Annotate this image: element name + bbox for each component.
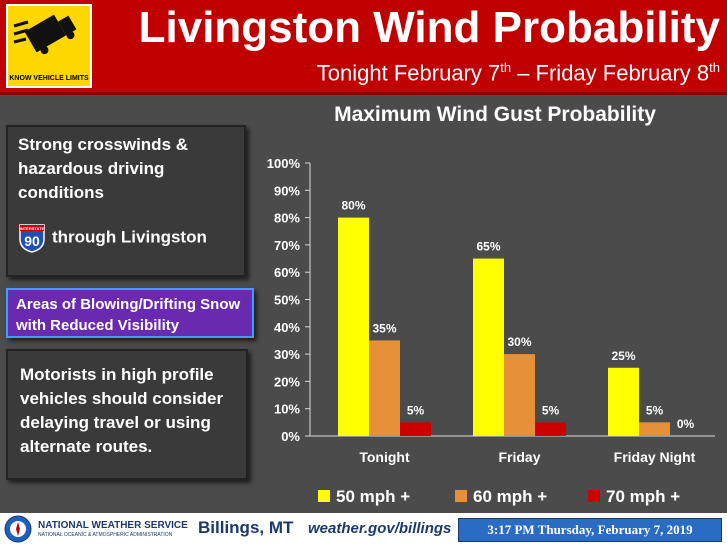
y-tick-label: 70% bbox=[274, 238, 300, 253]
y-tick-label: 50% bbox=[274, 293, 300, 308]
header-banner: KNOW VEHICLE LIMITS Livingston Wind Prob… bbox=[0, 0, 727, 95]
timestamp: 3:17 PM Thursday, February 7, 2019 bbox=[458, 518, 722, 542]
y-tick-label: 10% bbox=[274, 402, 300, 417]
blowing-snow-panel: Areas of Blowing/Drifting Snow with Redu… bbox=[6, 288, 254, 338]
bar-value-label: 0% bbox=[677, 417, 695, 431]
motorists-panel: Motorists in high profile vehicles shoul… bbox=[6, 349, 248, 480]
page-subtitle: Tonight February 7th – Friday February 8… bbox=[100, 54, 720, 87]
category-label: Tonight bbox=[359, 449, 410, 465]
subtitle-start: Tonight February 7 bbox=[316, 60, 501, 86]
nws-logo-icon bbox=[4, 515, 32, 543]
bar-value-label: 35% bbox=[372, 321, 396, 335]
y-tick-label: 60% bbox=[274, 265, 300, 280]
bar-value-label: 5% bbox=[542, 403, 560, 417]
office-name: Billings, MT bbox=[198, 518, 294, 537]
footer: NATIONAL WEATHER SERVICE NATIONAL OCEANI… bbox=[0, 513, 727, 545]
motorists-text: Motorists in high profile vehicles shoul… bbox=[20, 365, 224, 456]
bar bbox=[535, 422, 566, 436]
bar bbox=[639, 422, 670, 436]
interstate-shield-icon: INTERSTATE 90 bbox=[19, 224, 45, 253]
interstate-label: INTERSTATE bbox=[20, 226, 45, 231]
bar-value-label: 5% bbox=[646, 403, 664, 417]
bar bbox=[400, 422, 431, 436]
through-livingston: through Livingston bbox=[52, 227, 207, 247]
bar-value-label: 80% bbox=[341, 199, 365, 213]
y-tick-label: 40% bbox=[274, 320, 300, 335]
bar bbox=[473, 258, 504, 436]
y-tick-label: 80% bbox=[274, 211, 300, 226]
category-label: Friday bbox=[498, 449, 540, 465]
legend-label: 70 mph + bbox=[606, 487, 680, 506]
legend-swatch bbox=[588, 490, 600, 502]
legend-swatch bbox=[455, 490, 467, 502]
crosswinds-panel: Strong crosswinds & hazardous driving co… bbox=[6, 125, 246, 277]
y-tick-label: 30% bbox=[274, 347, 300, 362]
crosswinds-text: Strong crosswinds & hazardous driving co… bbox=[18, 135, 189, 202]
category-label: Friday Night bbox=[614, 449, 696, 465]
bar bbox=[608, 367, 639, 436]
chart-title: Maximum Wind Gust Probability bbox=[334, 103, 656, 126]
bar-value-label: 5% bbox=[407, 403, 425, 417]
subtitle-end: – Friday February 8 bbox=[511, 60, 710, 86]
y-tick-label: 100% bbox=[267, 156, 301, 171]
interstate-number: 90 bbox=[24, 233, 40, 249]
page-title: Livingston Wind Probability bbox=[138, 3, 720, 52]
overturned-truck-icon bbox=[13, 14, 77, 55]
bar-value-label: 30% bbox=[507, 335, 531, 349]
subtitle-suffix-2: th bbox=[709, 60, 720, 75]
nws-name: NATIONAL WEATHER SERVICE bbox=[38, 520, 188, 531]
legend-swatch bbox=[318, 490, 330, 502]
legend-label: 50 mph + bbox=[336, 487, 410, 506]
logo-caption: KNOW VEHICLE LIMITS bbox=[9, 75, 89, 82]
bar-value-label: 25% bbox=[611, 349, 635, 363]
legend-label: 60 mph + bbox=[473, 487, 547, 506]
bar bbox=[504, 354, 535, 436]
y-tick-label: 0% bbox=[281, 429, 300, 444]
subtitle-suffix-1: th bbox=[500, 60, 512, 75]
y-tick-label: 20% bbox=[274, 374, 300, 389]
nws-subtitle: NATIONAL OCEANIC & ATMOSPHERIC ADMINISTR… bbox=[38, 532, 173, 538]
blowing-snow-text: Areas of Blowing/Drifting Snow with Redu… bbox=[16, 296, 241, 334]
interstate-line: INTERSTATE 90 through Livingston bbox=[18, 223, 234, 253]
bar bbox=[369, 340, 400, 436]
bar bbox=[338, 217, 369, 436]
office-url[interactable]: weather.gov/billings bbox=[308, 520, 452, 537]
vehicle-warning-logo: KNOW VEHICLE LIMITS bbox=[6, 4, 92, 88]
bar-value-label: 65% bbox=[476, 240, 500, 254]
y-tick-label: 90% bbox=[274, 183, 300, 198]
